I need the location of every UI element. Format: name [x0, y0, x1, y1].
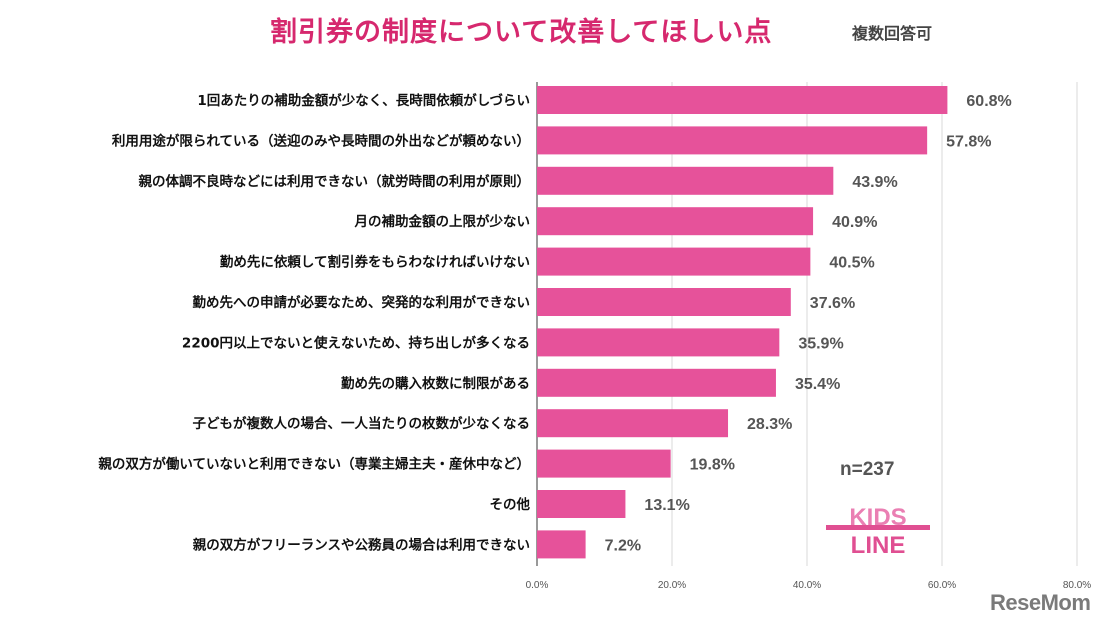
bar	[537, 328, 780, 357]
data-label: 19.8%	[690, 457, 735, 474]
bar	[537, 288, 791, 316]
bar	[537, 166, 834, 195]
data-label: 37.6%	[810, 295, 855, 312]
bar	[537, 490, 626, 518]
bar	[537, 449, 671, 478]
x-tick-label: 20.0%	[658, 580, 686, 591]
data-label: 13.1%	[644, 497, 689, 514]
kids-line-logo: KIDS LINE	[826, 504, 930, 556]
x-tick-label: 60.0%	[928, 580, 956, 591]
bar	[537, 126, 928, 155]
bar	[537, 247, 811, 276]
category-label: 勤め先の購入枚数に制限がある	[341, 375, 530, 392]
data-label: 43.9%	[852, 174, 897, 191]
chart-title: 割引券の制度について改善してほしい点	[270, 17, 773, 48]
category-label: 勤め先に依頼して割引券をもらわなければいけない	[220, 254, 530, 271]
category-label: その他	[490, 496, 531, 513]
x-tick-label: 40.0%	[793, 580, 821, 591]
data-label: 40.9%	[832, 214, 877, 231]
category-label: 2200円以上でないと使えないため、持ち出しが多くなる	[182, 334, 530, 351]
category-label: 勤め先への申請が必要なため、突発的な利用ができない	[193, 294, 531, 311]
data-label: 28.3%	[747, 416, 792, 433]
data-label: 7.2%	[605, 537, 641, 554]
data-label: 40.5%	[829, 255, 874, 272]
bar	[537, 409, 729, 438]
category-label: 親の体調不良時などには利用できない（就労時間の利用が原則）	[139, 173, 531, 190]
bar	[537, 207, 814, 236]
data-label: 35.9%	[798, 335, 843, 352]
data-label: 60.8%	[966, 93, 1011, 110]
category-label: 利用用途が限られている（送迎のみや長時間の外出などが頼めない）	[112, 132, 530, 149]
category-label: 1回あたりの補助金額が少なく、長時間依頼がしづらい	[197, 92, 530, 109]
bar	[537, 530, 586, 559]
category-label: 月の補助金額の上限が少ない	[354, 213, 531, 230]
x-tick-label: 80.0%	[1063, 580, 1091, 591]
data-label: 57.8%	[946, 133, 991, 150]
sample-size-note: n=237	[840, 459, 895, 480]
bar	[537, 86, 948, 114]
data-label: 35.4%	[795, 376, 840, 393]
category-label: 親の双方が働いていないと利用できない（専業主婦主夫・産休中など）	[98, 456, 530, 473]
x-tick-label: 0.0%	[526, 580, 549, 591]
category-label: 親の双方がフリーランスや公務員の場合は利用できない	[193, 536, 530, 553]
resemom-logo: ReseMom	[990, 590, 1091, 615]
category-label: 子どもが複数人の場合、一人当たりの枚数が少なくなる	[193, 415, 531, 432]
chart-subtitle: 複数回答可	[852, 24, 933, 43]
svg-text:LINE: LINE	[851, 532, 906, 556]
bar	[537, 368, 776, 397]
svg-text:KIDS: KIDS	[849, 504, 906, 531]
